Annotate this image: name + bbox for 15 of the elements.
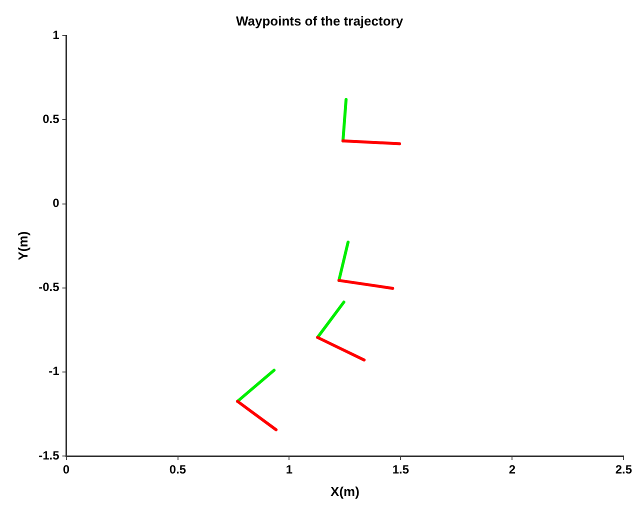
- chart-title: Waypoints of the trajectory: [236, 13, 404, 28]
- x-tick-label: 0: [62, 462, 70, 477]
- x-tick-label: 1: [286, 462, 293, 477]
- y-tick-label: -0.5: [38, 280, 60, 294]
- y-tick-label: 0: [52, 196, 60, 210]
- x-tick-label: 1.5: [392, 462, 410, 477]
- y-axis-title: Y(m): [15, 231, 30, 260]
- x-tick-label: 2: [508, 462, 516, 477]
- x-tick-label: 2.5: [615, 462, 632, 477]
- x-axis-title: X(m): [330, 484, 360, 499]
- y-tick-label: 0.5: [42, 112, 60, 126]
- y-tick-label: 1: [52, 28, 60, 42]
- y-tick-label: -1.5: [38, 448, 60, 462]
- y-tick-label: -1: [48, 364, 60, 378]
- x-tick-label: 0.5: [169, 462, 186, 477]
